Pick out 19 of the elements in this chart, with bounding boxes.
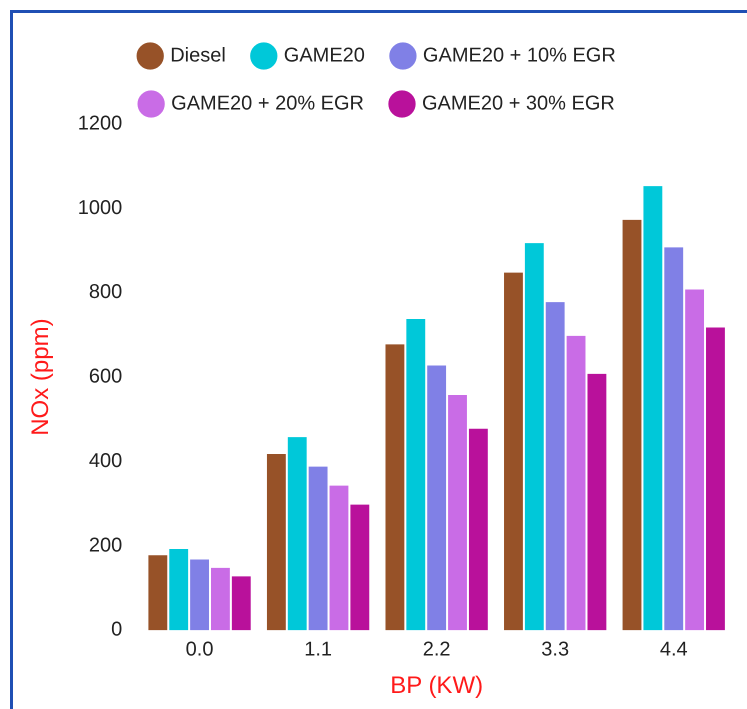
- legend-label: GAME20 + 20% EGR: [171, 92, 364, 115]
- y-tick-label: 600: [88, 366, 122, 388]
- y-tick-label: 1200: [78, 112, 122, 135]
- x-tick-label: 3.3: [541, 638, 570, 661]
- legend-label: GAME20 + 10% EGR: [422, 44, 616, 67]
- y-tick-label: 800: [88, 281, 122, 304]
- x-tick-label: 0.0: [186, 638, 214, 661]
- x-axis-title: BP (KW): [390, 672, 484, 700]
- y-tick-label: 0: [111, 618, 122, 641]
- x-tick-label: 2.2: [422, 638, 451, 661]
- y-tick-label: 400: [88, 450, 122, 472]
- x-tick-label: 1.1: [304, 638, 332, 661]
- y-tick-label: 1000: [78, 196, 122, 219]
- legend-label: GAME20 + 30% EGR: [422, 92, 615, 115]
- y-tick-label: 200: [88, 534, 122, 556]
- x-tick-label: 4.4: [660, 638, 688, 661]
- legend-label: GAME20: [284, 44, 365, 67]
- y-axis-title: NOx (ppm): [27, 318, 54, 436]
- legend-label: Diesel: [170, 44, 226, 67]
